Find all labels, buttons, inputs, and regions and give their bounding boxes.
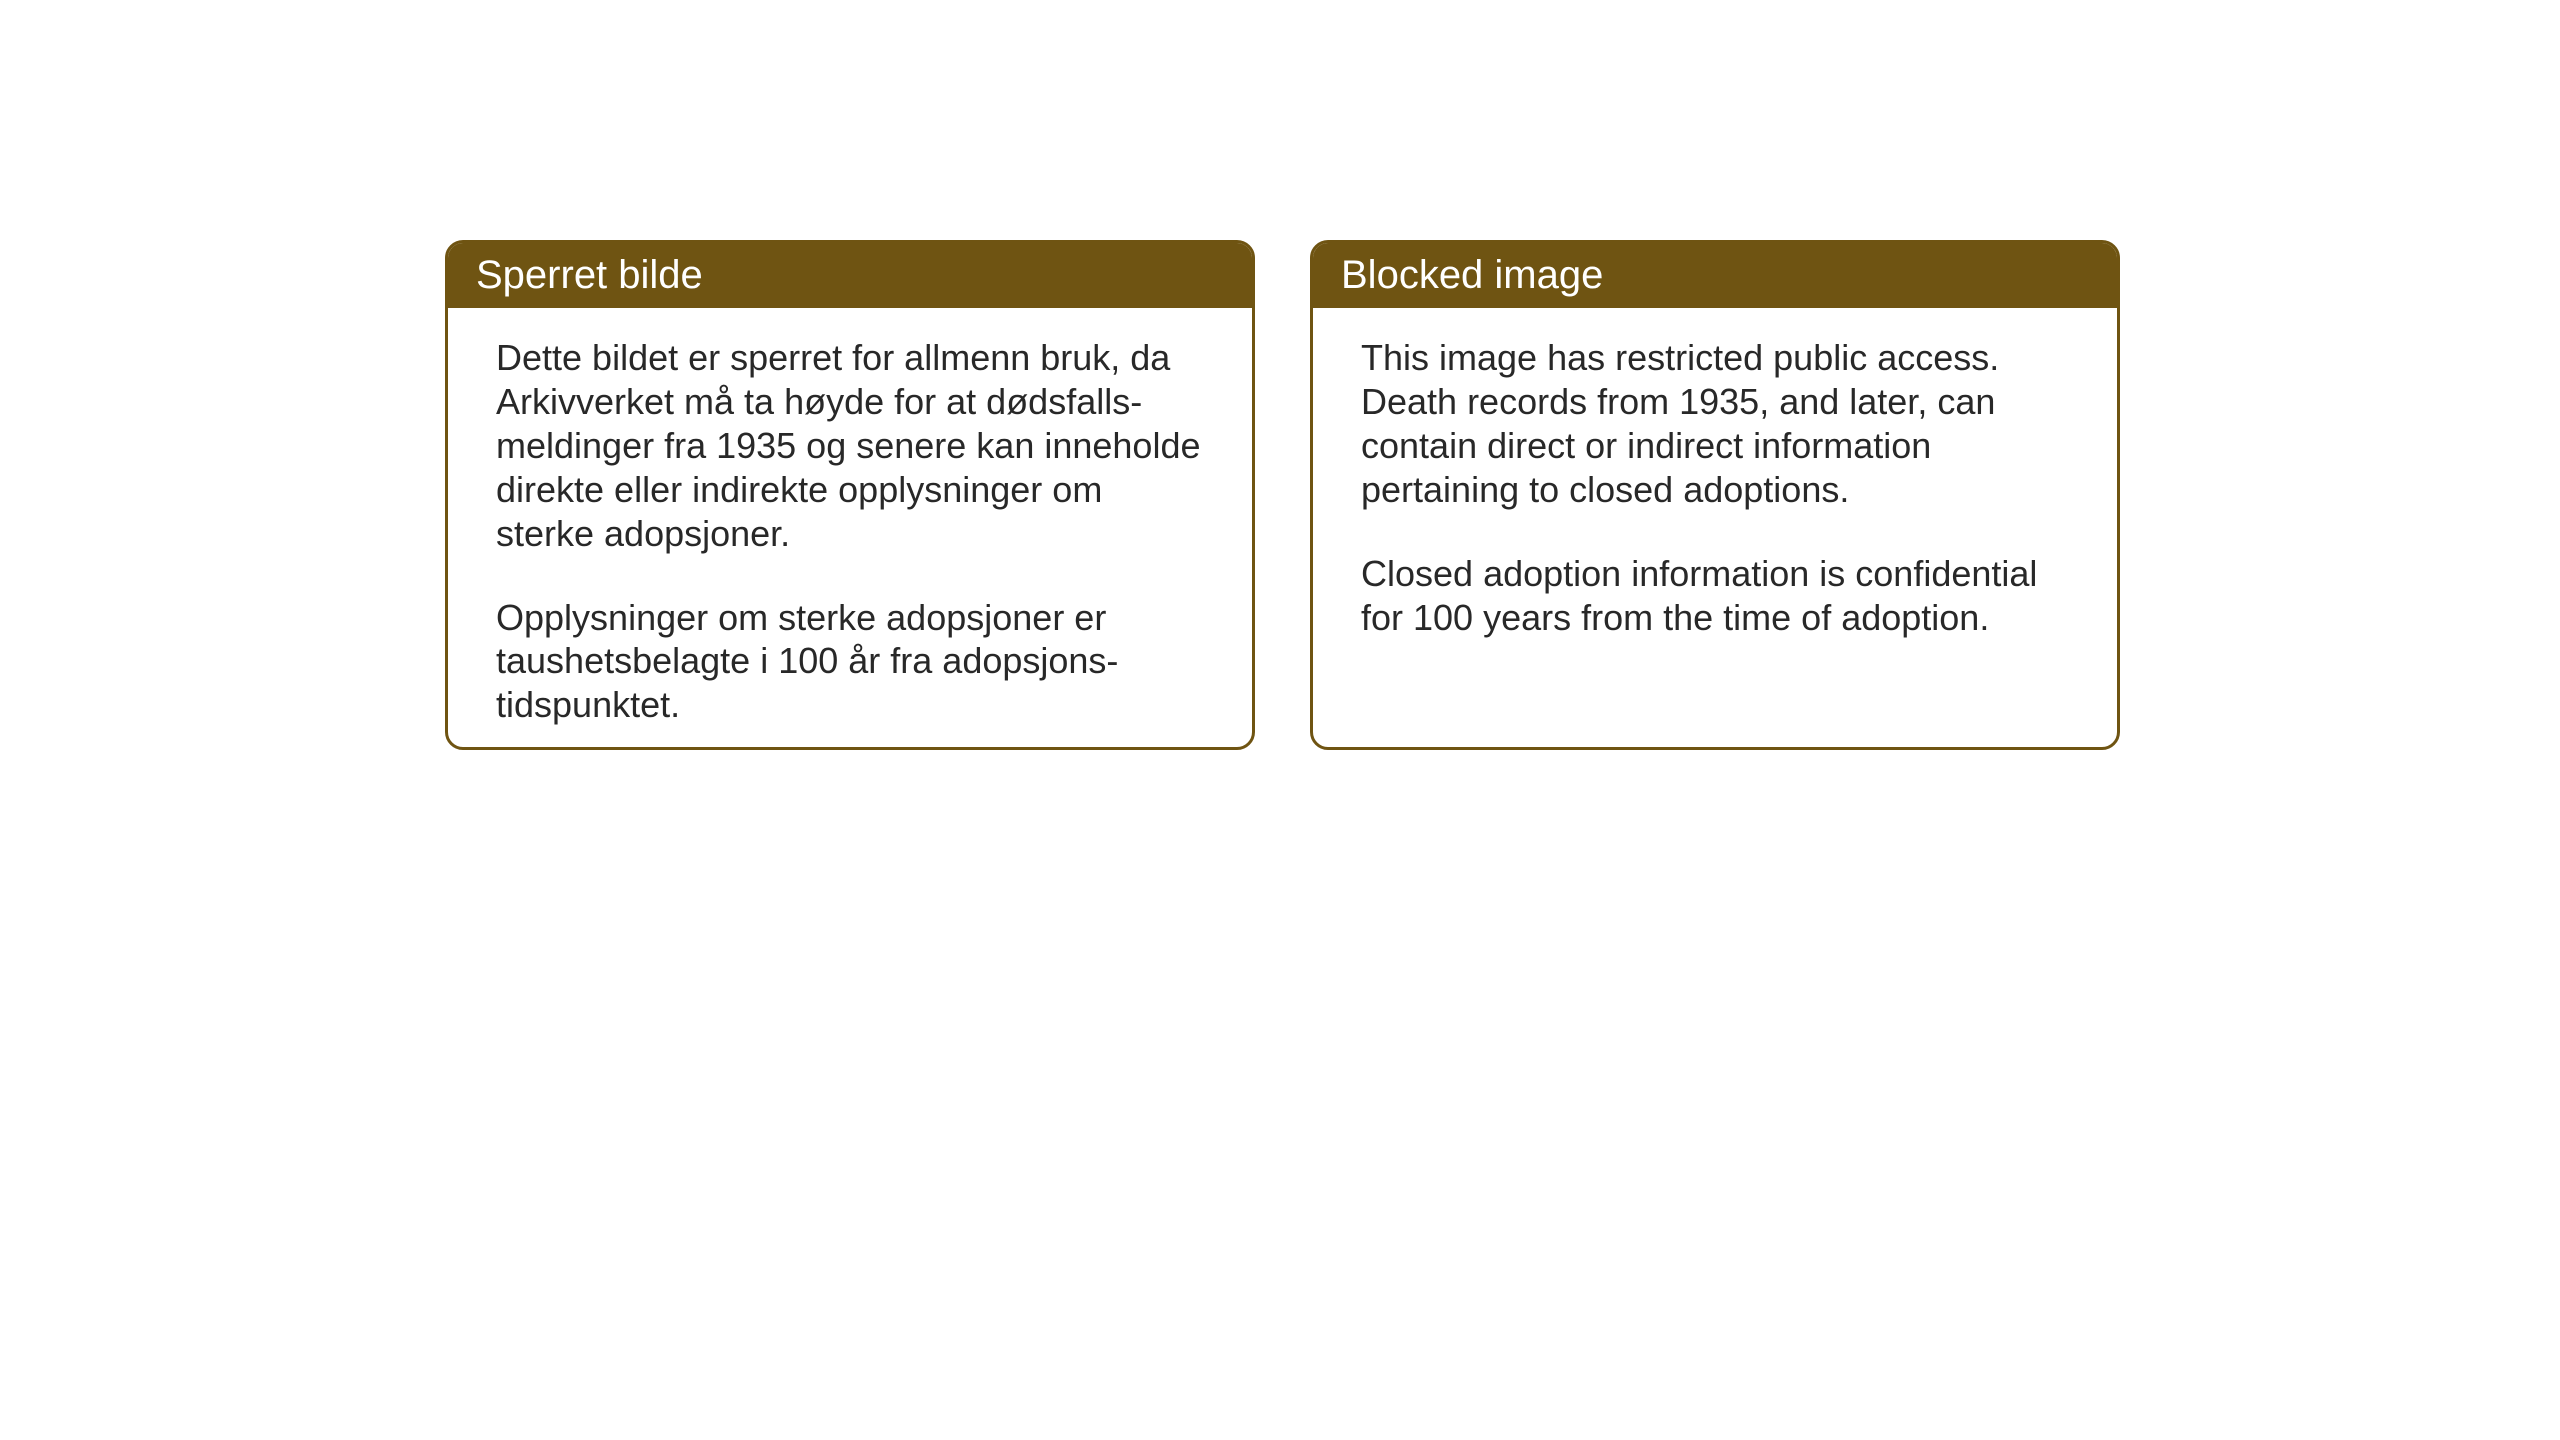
notice-paragraph1-english: This image has restricted public access.… (1361, 336, 2069, 512)
notice-paragraph2-english: Closed adoption information is confident… (1361, 552, 2069, 640)
notice-header-norwegian: Sperret bilde (448, 243, 1252, 308)
notice-card-english: Blocked image This image has restricted … (1310, 240, 2120, 750)
notice-container: Sperret bilde Dette bildet er sperret fo… (445, 240, 2120, 750)
notice-paragraph1-norwegian: Dette bildet er sperret for allmenn bruk… (496, 336, 1204, 556)
notice-body-norwegian: Dette bildet er sperret for allmenn bruk… (448, 308, 1252, 750)
notice-paragraph2-norwegian: Opplysninger om sterke adopsjoner er tau… (496, 596, 1204, 728)
notice-body-english: This image has restricted public access.… (1313, 308, 2117, 667)
notice-card-norwegian: Sperret bilde Dette bildet er sperret fo… (445, 240, 1255, 750)
notice-header-english: Blocked image (1313, 243, 2117, 308)
notice-title-english: Blocked image (1341, 253, 1603, 297)
notice-title-norwegian: Sperret bilde (476, 253, 703, 297)
